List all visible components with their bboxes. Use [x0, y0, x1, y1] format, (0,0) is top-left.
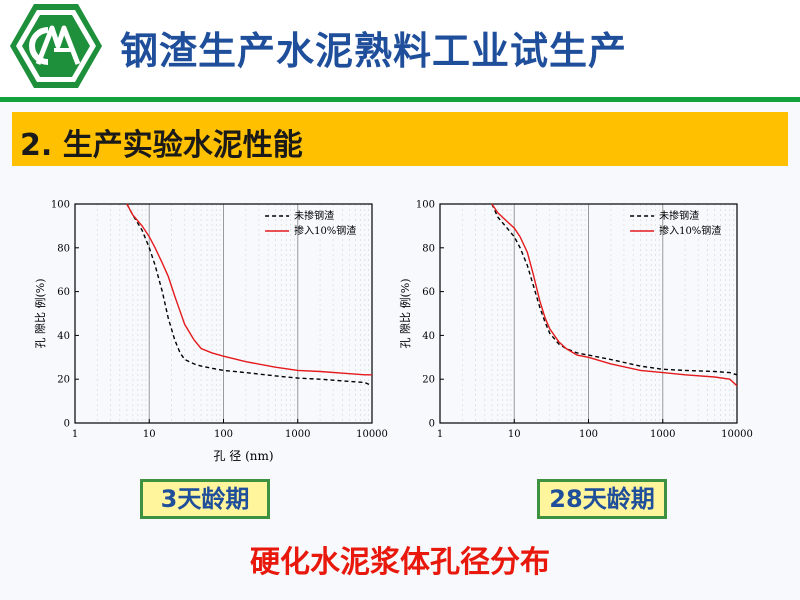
- section-banner: 2. 生产实验水泥性能: [12, 112, 788, 166]
- y-tick-label: 0: [64, 419, 70, 430]
- chart-28-day: 0 20 40 60 80 100 1 10 100 1000 10000 孔 隙比 例(%) 未掺钢渣…: [395, 196, 755, 475]
- y-tick-label: 40: [422, 331, 435, 342]
- series-line-2: [126, 203, 372, 376]
- x-tick-label: 1: [437, 429, 443, 440]
- y-tick-label: 20: [57, 375, 70, 386]
- legend-label-1: 未掺钢渣: [659, 209, 699, 222]
- x-axis-label: 孔 径 (nm): [213, 449, 273, 463]
- legend-label-2: 掺入10%钢渣: [294, 224, 356, 237]
- legend-label-1: 未掺钢渣: [294, 209, 334, 222]
- y-tick-label: 80: [422, 243, 435, 254]
- y-tick-label: 80: [57, 243, 70, 254]
- x-tick-label: 10: [508, 429, 521, 440]
- x-tick-label: 1: [72, 429, 78, 440]
- y-tick-label: 100: [416, 200, 435, 211]
- x-tick-label: 1000: [285, 429, 310, 440]
- age-label-3-day: 3天龄期: [140, 479, 270, 519]
- y-axis-label: 孔 隙比 例(%): [398, 278, 412, 348]
- section-title: 2. 生产实验水泥性能: [20, 128, 303, 163]
- pore-distribution-chart-28d: 0 20 40 60 80 100 1 10 100 1000 10000 孔 隙比 例(%) 未掺钢渣…: [398, 200, 753, 441]
- header: 钢渣生产水泥熟料工业试生产: [0, 0, 800, 98]
- y-axis-label: 孔 隙比 例(%): [33, 278, 47, 348]
- x-tick-label: 100: [579, 429, 598, 440]
- y-tick-label: 0: [429, 419, 435, 430]
- y-tick-label: 60: [422, 287, 435, 298]
- series-line-1: [126, 203, 373, 387]
- age-label-28-day: 28天龄期: [537, 479, 667, 519]
- legend-label-2: 掺入10%钢渣: [659, 224, 721, 237]
- series-line-1: [491, 203, 738, 376]
- x-tick-label: 10000: [721, 429, 753, 440]
- y-tick-label: 60: [57, 287, 70, 298]
- page-title: 钢渣生产水泥熟料工业试生产: [120, 29, 628, 73]
- x-tick-label: 100: [214, 429, 233, 440]
- y-tick-label: 40: [57, 331, 70, 342]
- x-tick-label: 1000: [650, 429, 675, 440]
- series-line-2: [491, 203, 738, 387]
- x-tick-label: 10000: [356, 429, 388, 440]
- pore-distribution-chart-3d: 0 20 40 60 80 100 1 10 100 1000 10000 孔 隙比 例(%) 孔 径 …: [33, 200, 388, 464]
- header-divider: [0, 97, 800, 102]
- y-tick-label: 20: [422, 375, 435, 386]
- figure-caption: 硬化水泥浆体孔径分布: [250, 545, 550, 580]
- y-tick-label: 100: [51, 200, 70, 211]
- chart-3-day: 0 20 40 60 80 100 1 10 100 1000 10000 孔 隙比 例(%) 孔 径 …: [30, 196, 390, 475]
- company-logo-icon: [10, 4, 102, 88]
- x-tick-label: 10: [143, 429, 156, 440]
